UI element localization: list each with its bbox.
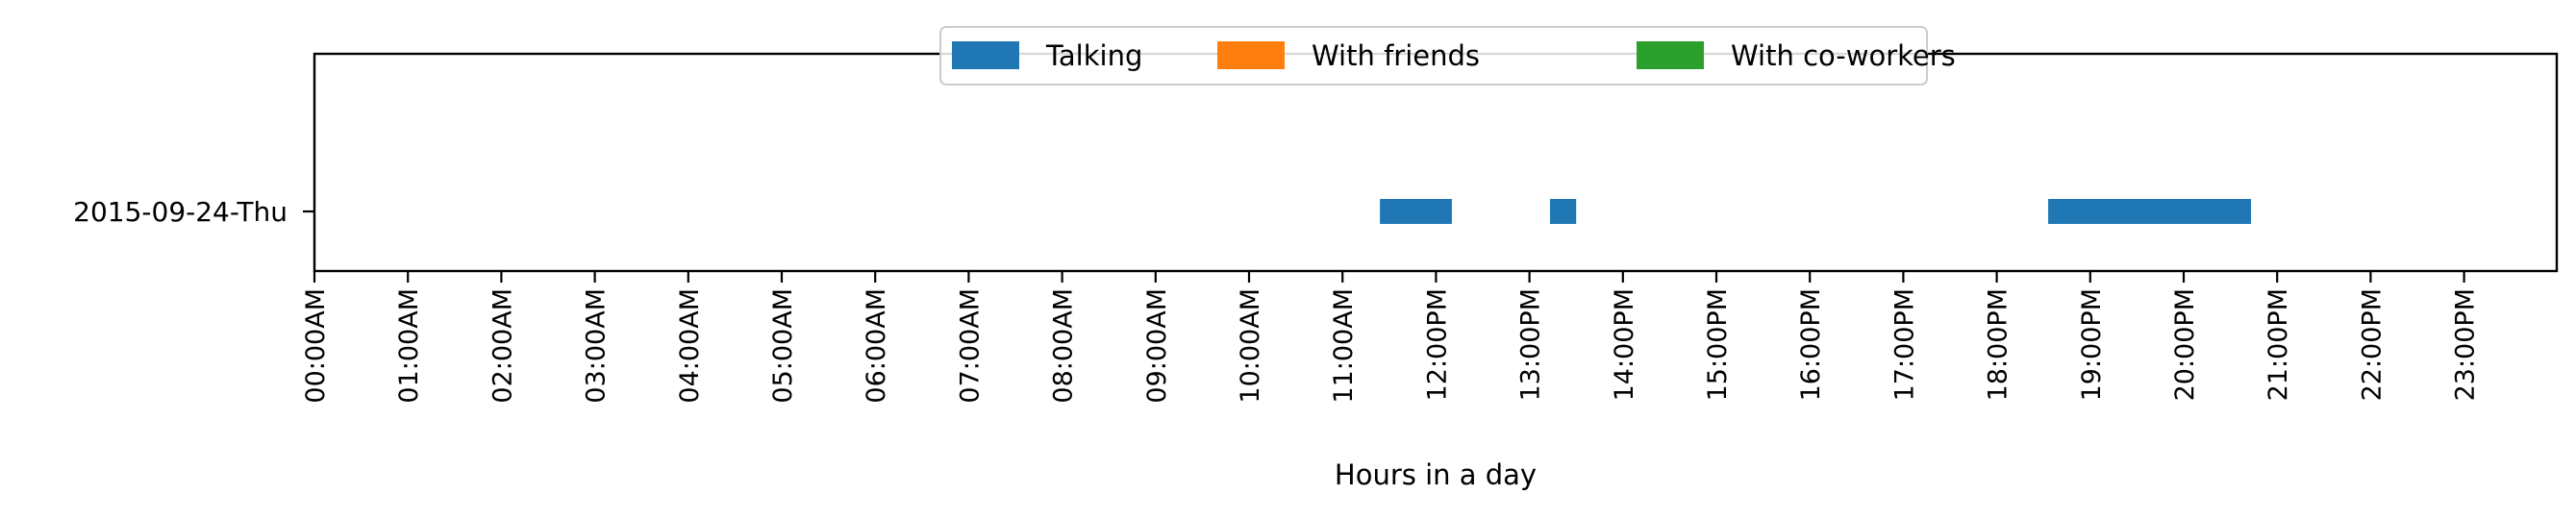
x-tick-label: 23:00PM (2451, 288, 2481, 401)
x-tick-label: 02:00AM (488, 288, 517, 404)
x-tick-label: 08:00AM (1049, 288, 1079, 404)
x-tick-label: 04:00AM (675, 288, 705, 404)
legend-swatch (952, 41, 1019, 69)
legend-entry: With friends (1217, 39, 1480, 72)
y-tick-label: 2015-09-24-Thu (73, 196, 288, 228)
x-tick-label: 09:00AM (1142, 288, 1172, 404)
x-tick-label: 00:00AM (301, 288, 331, 404)
x-tick-label: 21:00PM (2263, 288, 2293, 401)
x-axis: 00:00AM 01:00AM 02:00AM 03:00AM 04:00AM 05:00… (301, 271, 2481, 404)
x-tick-label: 19:00PM (2077, 288, 2107, 401)
x-tick-label: 22:00PM (2357, 288, 2387, 401)
x-tick-label: 12:00PM (1422, 288, 1452, 401)
activity-bar (1380, 199, 1452, 224)
x-tick-label: 18:00PM (1984, 288, 2013, 401)
x-tick-label: 07:00AM (955, 288, 985, 404)
legend-entry: Talking (952, 39, 1142, 72)
x-tick-label: 15:00PM (1703, 288, 1733, 401)
x-tick-label: 14:00PM (1610, 288, 1639, 401)
legend: Talking With friends With co-workers (939, 26, 1956, 86)
x-tick-label: 10:00AM (1236, 288, 1265, 404)
x-tick-label: 11:00AM (1329, 288, 1359, 404)
axes-frame (313, 52, 2559, 273)
legend-swatch (1217, 41, 1285, 69)
x-tick-label: 05:00AM (768, 288, 798, 404)
x-tick-label: 06:00AM (862, 288, 891, 404)
x-tick-label: 03:00AM (582, 288, 612, 404)
x-tick-label: 13:00PM (1516, 288, 1546, 401)
x-tick-label: 20:00PM (2170, 288, 2200, 401)
activity-bar (2048, 199, 2251, 224)
x-tick-label: 16:00PM (1796, 288, 1826, 401)
activity-bar (1549, 199, 1577, 224)
x-axis-label: Hours in a day (1335, 458, 1537, 491)
activity-bars (1380, 199, 2251, 224)
x-tick-label: 01:00AM (394, 288, 424, 404)
legend-label: With co-workers (1731, 39, 1956, 72)
legend-label: With friends (1312, 39, 1480, 72)
x-tick-label: 17:00PM (1889, 288, 1919, 401)
legend-entry: With co-workers (1637, 39, 1956, 72)
legend-swatch (1637, 41, 1704, 69)
legend-label: Talking (1045, 39, 1142, 72)
y-axis: 2015-09-24-Thu (73, 196, 314, 228)
